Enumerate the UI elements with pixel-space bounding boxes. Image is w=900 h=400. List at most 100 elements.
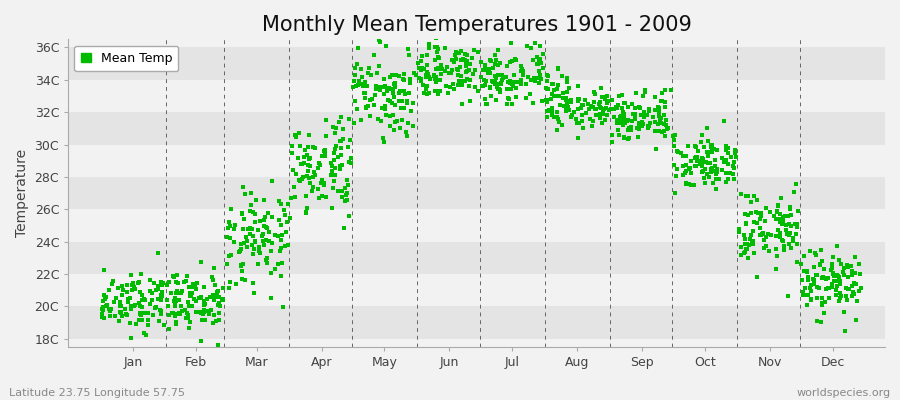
Point	[841, 264, 855, 270]
Point	[628, 105, 643, 111]
Point	[146, 312, 160, 318]
Point	[771, 202, 786, 208]
Point	[492, 86, 507, 92]
Point	[786, 235, 800, 241]
Point	[719, 142, 733, 149]
Point	[206, 320, 220, 326]
Point	[142, 301, 157, 308]
Point	[666, 133, 680, 140]
Point	[307, 169, 321, 175]
Point	[551, 81, 565, 88]
Point	[258, 257, 273, 263]
Point	[126, 284, 140, 290]
Point	[433, 88, 447, 94]
Point	[848, 270, 862, 276]
Point	[194, 310, 208, 316]
Point	[212, 300, 226, 306]
Point	[560, 75, 574, 82]
Point	[492, 86, 507, 93]
Point	[598, 94, 612, 100]
Point	[797, 284, 812, 291]
Point	[339, 191, 354, 198]
Point	[346, 84, 361, 90]
Point	[808, 272, 823, 279]
Point	[806, 277, 821, 284]
Point	[380, 88, 394, 94]
Point	[569, 116, 583, 122]
Point	[281, 242, 295, 249]
Point	[594, 85, 608, 91]
Point	[584, 123, 598, 129]
Point	[305, 188, 320, 195]
Point	[806, 276, 820, 282]
Point	[622, 135, 636, 141]
Point	[549, 114, 563, 120]
Point	[393, 88, 408, 94]
Point	[814, 300, 829, 306]
Point	[700, 152, 715, 159]
Point	[786, 238, 800, 244]
Point	[594, 105, 608, 112]
Point	[186, 296, 201, 302]
Point	[831, 273, 845, 279]
Point	[243, 208, 257, 214]
Point	[284, 195, 298, 201]
Point	[411, 65, 426, 72]
Point	[235, 276, 249, 283]
Point	[429, 49, 444, 55]
Point	[771, 227, 786, 233]
Point	[755, 231, 770, 237]
Point	[778, 212, 793, 219]
Point	[260, 255, 274, 262]
Point	[102, 287, 116, 294]
Point	[829, 292, 843, 298]
Point	[483, 85, 498, 91]
Point	[797, 268, 812, 274]
Point	[495, 72, 509, 78]
Point	[356, 74, 370, 80]
Point	[676, 163, 690, 169]
Point	[346, 78, 361, 84]
Point	[742, 242, 756, 248]
Point	[783, 230, 797, 236]
Point	[363, 113, 377, 119]
Point	[340, 190, 355, 196]
Point	[104, 308, 118, 315]
Point	[448, 49, 463, 55]
Point	[838, 328, 852, 334]
Point	[404, 108, 419, 114]
Point	[599, 105, 614, 111]
Point	[772, 216, 787, 222]
Point	[567, 108, 581, 115]
Point	[488, 60, 502, 67]
Point	[744, 238, 759, 244]
Point	[808, 252, 823, 259]
Point	[500, 86, 514, 92]
Point	[721, 160, 735, 167]
Point	[738, 236, 752, 242]
Point	[661, 126, 675, 132]
Point	[349, 82, 364, 89]
Point	[652, 108, 667, 115]
Point	[421, 41, 436, 48]
Point	[681, 142, 696, 149]
Point	[533, 72, 547, 78]
Point	[750, 209, 764, 215]
Point	[760, 231, 775, 237]
Point	[737, 249, 751, 255]
Point	[807, 250, 822, 256]
Point	[585, 118, 599, 124]
Point	[237, 240, 251, 246]
Point	[206, 264, 220, 271]
Point	[773, 232, 788, 238]
Point	[413, 78, 428, 85]
Point	[362, 64, 376, 71]
Point	[572, 98, 586, 104]
Point	[634, 123, 649, 129]
Point	[288, 170, 302, 177]
Point	[271, 261, 285, 268]
Point	[281, 201, 295, 207]
Point	[122, 296, 136, 302]
Point	[447, 59, 462, 65]
Point	[156, 280, 170, 286]
